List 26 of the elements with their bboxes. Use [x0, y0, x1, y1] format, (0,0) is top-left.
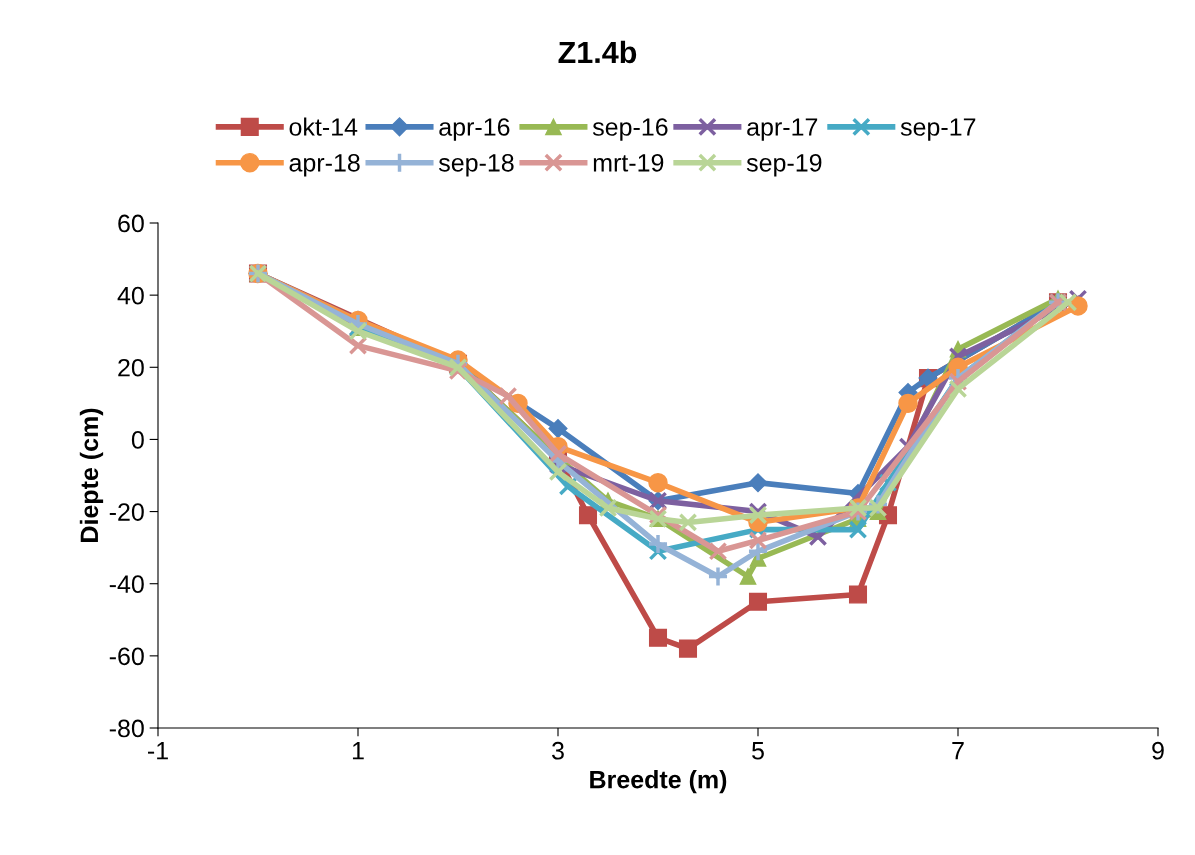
y-tick-label: -40 [109, 575, 144, 594]
legend-label: okt-14 [289, 117, 358, 136]
x-tick-label: 1 [352, 742, 364, 760]
y-tick-label: 60 [118, 214, 144, 233]
y-axis-title: Diepte (cm) [79, 408, 104, 542]
y-tick-label: 0 [131, 431, 144, 449]
legend-label: apr-18 [289, 153, 360, 177]
legend-label: apr-17 [747, 118, 818, 141]
x-tick-label: 5 [752, 742, 764, 760]
legend-label: sep-16 [592, 118, 668, 141]
x-axis-title: Breedte (m) [590, 770, 727, 794]
legend-label: sep-18 [438, 153, 514, 177]
y-tick-label: -60 [109, 647, 144, 666]
y-tick-label: -80 [109, 719, 144, 738]
x-tick-label: -1 [148, 742, 168, 760]
legend-label: apr-16 [439, 118, 510, 141]
legend-label: sep-17 [900, 118, 976, 141]
y-tick-label: 20 [118, 358, 144, 377]
legend-label: sep-19 [746, 153, 822, 177]
legend-label: mrt-19 [593, 153, 664, 172]
y-tick-label: -20 [109, 503, 144, 521]
chart-title: Z1.4b [558, 40, 637, 64]
x-tick-label: 3 [552, 741, 564, 760]
y-tick-label: 40 [117, 286, 144, 305]
x-tick-label: 9 [1152, 741, 1164, 760]
x-tick-label: 7 [952, 742, 964, 760]
